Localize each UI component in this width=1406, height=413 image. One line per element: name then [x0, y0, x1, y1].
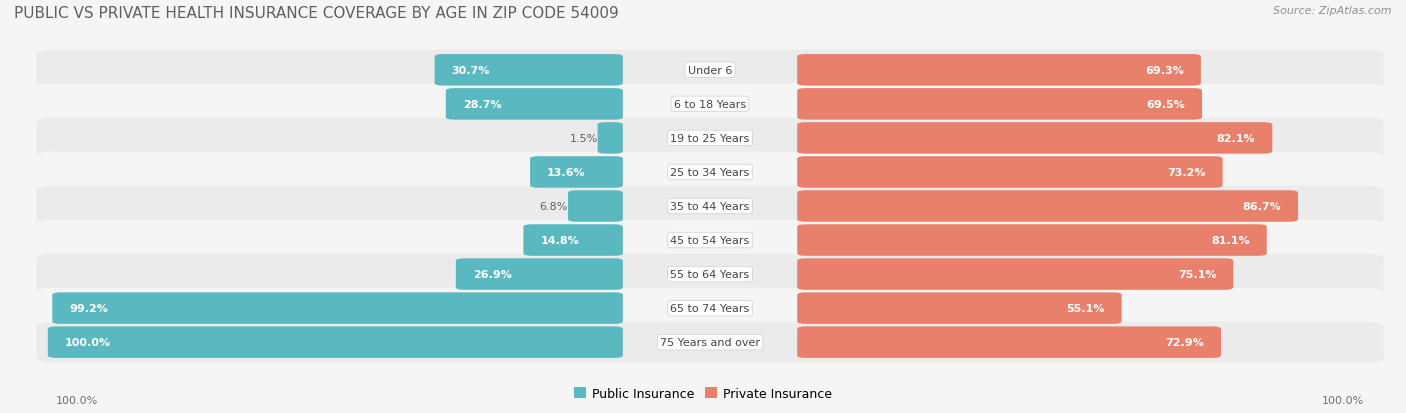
Text: Source: ZipAtlas.com: Source: ZipAtlas.com [1274, 6, 1392, 16]
FancyBboxPatch shape [797, 123, 1272, 154]
Text: 75 Years and over: 75 Years and over [659, 337, 761, 347]
Text: 100.0%: 100.0% [1322, 395, 1364, 405]
Text: 69.3%: 69.3% [1146, 66, 1184, 76]
FancyBboxPatch shape [797, 89, 1202, 120]
FancyBboxPatch shape [797, 191, 1298, 222]
FancyBboxPatch shape [456, 259, 623, 290]
FancyBboxPatch shape [530, 157, 623, 188]
FancyBboxPatch shape [797, 55, 1201, 86]
FancyBboxPatch shape [797, 293, 1122, 324]
FancyBboxPatch shape [434, 55, 623, 86]
Text: PUBLIC VS PRIVATE HEALTH INSURANCE COVERAGE BY AGE IN ZIP CODE 54009: PUBLIC VS PRIVATE HEALTH INSURANCE COVER… [14, 6, 619, 21]
Text: 6 to 18 Years: 6 to 18 Years [673, 100, 747, 109]
Text: 30.7%: 30.7% [451, 66, 489, 76]
FancyBboxPatch shape [37, 288, 1384, 329]
Text: 14.8%: 14.8% [540, 235, 579, 245]
FancyBboxPatch shape [37, 84, 1384, 125]
FancyBboxPatch shape [797, 157, 1223, 188]
Text: Under 6: Under 6 [688, 66, 733, 76]
FancyBboxPatch shape [523, 225, 623, 256]
Text: 100.0%: 100.0% [56, 395, 98, 405]
FancyBboxPatch shape [568, 191, 623, 222]
FancyBboxPatch shape [446, 89, 623, 120]
Text: 26.9%: 26.9% [472, 269, 512, 280]
Text: 1.5%: 1.5% [569, 133, 598, 144]
Text: 55.1%: 55.1% [1066, 304, 1105, 313]
Text: 65 to 74 Years: 65 to 74 Years [671, 304, 749, 313]
Text: 75.1%: 75.1% [1178, 269, 1216, 280]
FancyBboxPatch shape [52, 293, 623, 324]
Text: 86.7%: 86.7% [1243, 202, 1281, 211]
FancyBboxPatch shape [37, 254, 1384, 294]
Text: 45 to 54 Years: 45 to 54 Years [671, 235, 749, 245]
Text: 19 to 25 Years: 19 to 25 Years [671, 133, 749, 144]
FancyBboxPatch shape [797, 259, 1233, 290]
Text: 13.6%: 13.6% [547, 168, 585, 178]
Text: 69.5%: 69.5% [1146, 100, 1185, 109]
Legend: Public Insurance, Private Insurance: Public Insurance, Private Insurance [568, 382, 838, 405]
FancyBboxPatch shape [37, 322, 1384, 363]
FancyBboxPatch shape [37, 119, 1384, 159]
FancyBboxPatch shape [797, 327, 1220, 358]
Text: 72.9%: 72.9% [1166, 337, 1204, 347]
FancyBboxPatch shape [37, 152, 1384, 193]
Text: 73.2%: 73.2% [1167, 168, 1206, 178]
Text: 25 to 34 Years: 25 to 34 Years [671, 168, 749, 178]
FancyBboxPatch shape [37, 220, 1384, 261]
FancyBboxPatch shape [797, 225, 1267, 256]
Text: 99.2%: 99.2% [69, 304, 108, 313]
Text: 100.0%: 100.0% [65, 337, 111, 347]
FancyBboxPatch shape [598, 123, 623, 154]
Text: 28.7%: 28.7% [463, 100, 502, 109]
Text: 35 to 44 Years: 35 to 44 Years [671, 202, 749, 211]
FancyBboxPatch shape [37, 50, 1384, 91]
Text: 82.1%: 82.1% [1216, 133, 1256, 144]
FancyBboxPatch shape [37, 186, 1384, 227]
Text: 55 to 64 Years: 55 to 64 Years [671, 269, 749, 280]
Text: 81.1%: 81.1% [1211, 235, 1250, 245]
Text: 6.8%: 6.8% [540, 202, 568, 211]
FancyBboxPatch shape [48, 327, 623, 358]
